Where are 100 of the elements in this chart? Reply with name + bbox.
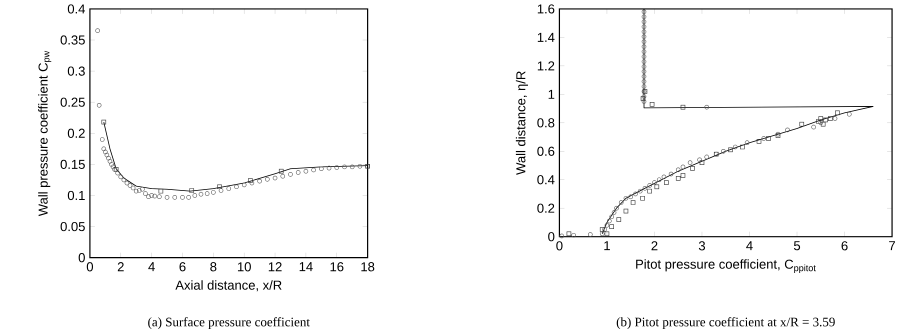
point <box>311 168 316 172</box>
point <box>616 217 622 222</box>
y-tick-label: 0.2 <box>537 203 554 213</box>
point <box>158 188 164 194</box>
point <box>211 190 216 194</box>
point <box>640 196 645 200</box>
point <box>102 146 106 151</box>
x-tick-label: 4 <box>148 262 155 271</box>
x-tick-label: 10 <box>238 262 251 272</box>
y-tick-label: 0 <box>78 252 85 262</box>
point <box>571 232 576 238</box>
y-tick-label: 0.15 <box>60 160 85 169</box>
point <box>566 231 572 236</box>
x-tick-label: 8 <box>210 262 216 272</box>
point <box>820 122 826 126</box>
x-tick-label: 1 <box>604 241 610 250</box>
y-tick-label: 0.3 <box>68 66 85 76</box>
point <box>602 227 607 232</box>
point <box>732 144 738 150</box>
y-tick-label: 1.6 <box>538 4 554 14</box>
point <box>630 200 636 205</box>
point <box>642 24 646 29</box>
x-tick-label: 2 <box>118 262 124 272</box>
point <box>96 102 102 108</box>
point <box>676 167 681 172</box>
point <box>721 148 726 154</box>
y-axis-title: Wall pressure coefficient C$_{pw}$ <box>38 50 52 216</box>
point <box>656 177 662 182</box>
x-tick-label: 6 <box>180 262 186 272</box>
point <box>744 140 750 145</box>
point <box>217 184 222 189</box>
point <box>319 166 324 171</box>
point <box>358 164 362 168</box>
point <box>342 164 347 169</box>
point <box>157 194 162 199</box>
point <box>134 188 138 194</box>
point <box>642 34 646 39</box>
point <box>559 233 564 238</box>
point <box>257 178 262 184</box>
point <box>600 227 604 232</box>
point <box>143 191 148 196</box>
point <box>761 136 766 141</box>
point <box>149 193 154 198</box>
point <box>846 112 852 116</box>
point <box>609 214 614 219</box>
x-tick-label: 14 <box>300 262 313 271</box>
x-tick-label: 7 <box>889 241 896 250</box>
point <box>654 184 660 189</box>
text: (a) Surface pressure coefficient <box>148 316 310 329</box>
y-axis-title: Wall distance, η/R <box>516 71 528 175</box>
point <box>130 186 136 190</box>
point <box>647 188 652 194</box>
point <box>662 174 666 180</box>
point <box>823 117 828 122</box>
point <box>642 94 646 99</box>
point <box>642 84 646 89</box>
point <box>799 122 804 126</box>
point <box>326 166 332 170</box>
point <box>607 218 612 224</box>
point <box>642 44 646 49</box>
y-tick-label: 0.2 <box>68 128 85 138</box>
x-tick-label: 5 <box>794 241 800 250</box>
point <box>122 177 126 182</box>
y-tick-label: 0.4 <box>537 174 555 184</box>
point <box>204 191 210 196</box>
point <box>248 178 253 183</box>
point <box>664 180 669 185</box>
point <box>642 98 646 104</box>
point <box>612 210 616 215</box>
point <box>680 173 686 178</box>
point <box>690 166 695 170</box>
point <box>811 124 816 130</box>
point <box>688 160 692 165</box>
point <box>128 183 132 188</box>
y-tick-label: 0.4 <box>68 4 86 14</box>
point <box>642 39 646 44</box>
point <box>192 193 198 198</box>
point <box>265 176 270 182</box>
point <box>647 182 652 188</box>
y-tick-label: 0.25 <box>60 97 85 107</box>
y-tick-label: 0.1 <box>68 190 85 200</box>
point <box>604 231 610 236</box>
point <box>642 74 646 79</box>
point <box>136 188 142 193</box>
x-tick-label: 6 <box>842 241 848 250</box>
point <box>242 182 246 188</box>
point <box>226 186 232 191</box>
point <box>642 54 646 59</box>
point <box>234 184 239 189</box>
point <box>115 170 120 176</box>
point <box>676 176 681 180</box>
point <box>304 168 308 174</box>
point <box>109 162 114 167</box>
x-tick-label: 3 <box>698 241 706 250</box>
point <box>642 49 646 54</box>
x-tick-label: 12 <box>268 262 282 272</box>
point <box>100 137 105 142</box>
point <box>832 116 838 121</box>
point <box>280 174 286 178</box>
point <box>609 224 614 229</box>
